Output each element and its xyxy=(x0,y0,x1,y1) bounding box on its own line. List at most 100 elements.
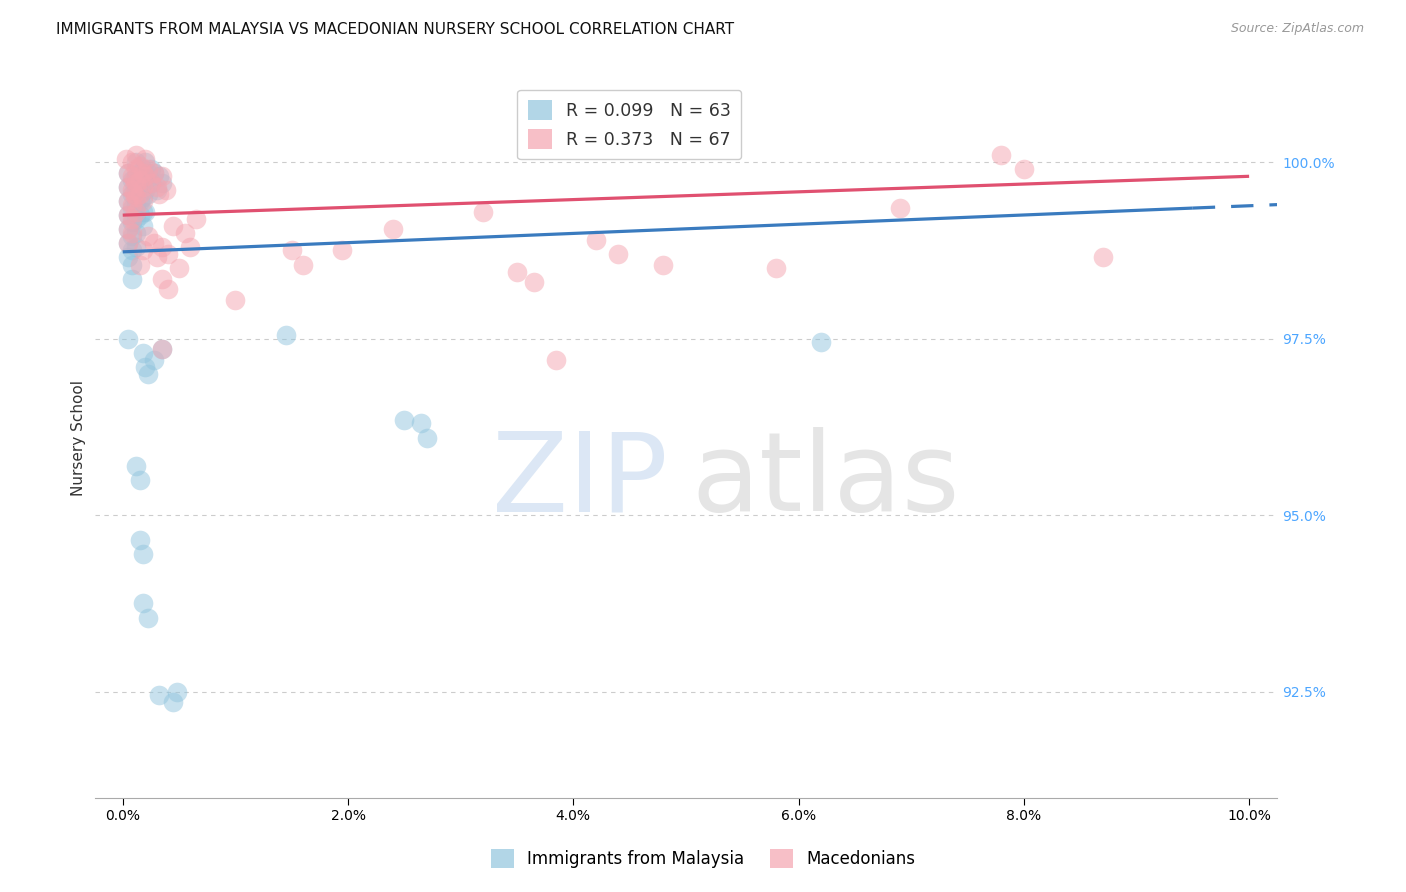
Point xyxy=(117,194,139,208)
Point xyxy=(117,180,139,194)
Point xyxy=(125,458,148,473)
Point xyxy=(280,244,302,258)
Point xyxy=(121,201,143,215)
Point xyxy=(121,183,143,197)
Text: ZIP: ZIP xyxy=(492,427,668,534)
Point xyxy=(121,215,143,229)
Point xyxy=(125,155,148,169)
Point xyxy=(121,155,143,169)
Point xyxy=(145,251,167,265)
Point xyxy=(416,431,439,445)
Point xyxy=(585,233,607,247)
Point xyxy=(173,226,195,240)
Point xyxy=(143,352,166,367)
Point xyxy=(121,186,143,201)
Point xyxy=(121,244,143,258)
Point xyxy=(394,413,416,427)
Point xyxy=(132,190,155,204)
Point xyxy=(134,204,156,219)
Point xyxy=(128,258,150,272)
Point xyxy=(117,194,139,208)
Point xyxy=(125,226,148,240)
Point xyxy=(523,275,546,289)
Point xyxy=(143,236,166,251)
Point xyxy=(136,186,159,201)
Point xyxy=(125,177,148,191)
Text: IMMIGRANTS FROM MALAYSIA VS MACEDONIAN NURSERY SCHOOL CORRELATION CHART: IMMIGRANTS FROM MALAYSIA VS MACEDONIAN N… xyxy=(56,22,734,37)
Point xyxy=(332,244,354,258)
Point xyxy=(122,186,145,201)
Point xyxy=(134,169,156,184)
Point xyxy=(148,169,170,184)
Point xyxy=(156,282,179,296)
Point xyxy=(139,162,162,177)
Point xyxy=(143,166,166,180)
Point xyxy=(134,169,156,184)
Point xyxy=(1091,251,1114,265)
Point xyxy=(148,186,170,201)
Point xyxy=(155,183,177,197)
Point xyxy=(145,180,167,194)
Point xyxy=(134,155,156,169)
Point xyxy=(136,229,159,244)
Point xyxy=(506,265,529,279)
Point xyxy=(136,162,159,177)
Point xyxy=(125,148,148,162)
Point xyxy=(1012,162,1035,177)
Point xyxy=(150,343,173,357)
Point xyxy=(162,695,184,709)
Point xyxy=(546,352,568,367)
Point xyxy=(134,183,156,197)
Point xyxy=(889,201,911,215)
Point xyxy=(117,251,139,265)
Point xyxy=(139,177,162,191)
Point xyxy=(128,208,150,222)
Point xyxy=(121,173,143,187)
Point xyxy=(145,183,167,197)
Text: Source: ZipAtlas.com: Source: ZipAtlas.com xyxy=(1230,22,1364,36)
Point xyxy=(765,261,787,276)
Point xyxy=(136,166,159,180)
Point xyxy=(411,417,433,431)
Point xyxy=(132,244,155,258)
Point xyxy=(128,180,150,194)
Point xyxy=(150,240,173,254)
Point xyxy=(148,688,170,702)
Point xyxy=(121,229,143,244)
Point xyxy=(125,204,148,219)
Point xyxy=(132,597,155,611)
Point xyxy=(607,247,630,261)
Point xyxy=(115,152,138,166)
Point xyxy=(132,194,155,208)
Point xyxy=(132,219,155,233)
Point xyxy=(125,183,148,197)
Point xyxy=(125,240,148,254)
Point xyxy=(150,169,173,184)
Point xyxy=(125,190,148,204)
Point xyxy=(121,258,143,272)
Point xyxy=(117,222,139,236)
Point xyxy=(121,271,143,285)
Point xyxy=(128,166,150,180)
Point xyxy=(125,197,148,211)
Point xyxy=(179,240,201,254)
Point xyxy=(166,685,188,699)
Point xyxy=(167,261,190,276)
Point xyxy=(472,204,495,219)
Point xyxy=(132,166,155,180)
Point xyxy=(382,222,405,236)
Point xyxy=(121,197,143,211)
Point xyxy=(117,332,139,346)
Point xyxy=(125,162,148,177)
Point xyxy=(150,271,173,285)
Text: atlas: atlas xyxy=(692,427,960,534)
Point xyxy=(132,547,155,561)
Point xyxy=(162,219,184,233)
Point xyxy=(184,211,207,226)
Point xyxy=(117,236,139,251)
Point xyxy=(224,293,246,307)
Point xyxy=(117,236,139,251)
Point xyxy=(128,533,150,547)
Point xyxy=(132,204,155,219)
Point xyxy=(117,180,139,194)
